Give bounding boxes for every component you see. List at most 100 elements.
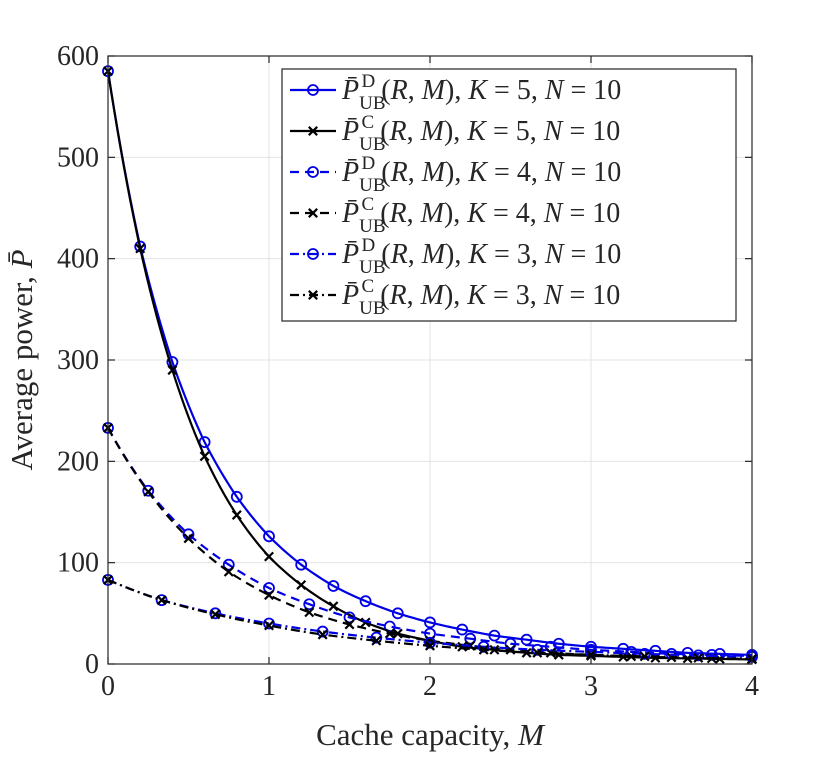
data-point-marker [424,616,436,629]
data-point-marker [552,637,565,650]
data-point-marker [343,611,356,624]
data-point-marker [344,619,355,630]
data-point-marker-stroke [505,644,516,655]
series-layer [102,65,758,665]
data-point-marker [477,640,490,653]
data-point-marker-stroke [264,551,274,562]
tick-layer: 0 1 2 3 4 0 100 200 300 400 500 600 [57,41,759,702]
data-point-marker-stroke [553,649,564,660]
data-point-marker [692,649,705,662]
data-point-marker [183,533,194,544]
data-point-marker [264,620,274,631]
data-point-marker [328,601,339,612]
data-point-marker [263,617,275,630]
data-point-marker-stroke [143,486,154,497]
data-point-marker [327,580,340,592]
legend: P̄UBD (R, M), K = 5, N = 10P̄UBC (R, M), K… [281,68,737,322]
data-point-marker-stroke [296,579,307,590]
data-point-marker [155,594,168,607]
data-point-marker-stroke [360,617,371,628]
data-point-marker [384,628,395,639]
data-point-marker [531,643,544,656]
data-point-marker-stroke [210,609,221,620]
y-tick-label: 400 [57,244,99,275]
data-point-marker [210,609,221,620]
y-tick-label: 0 [85,649,99,680]
data-point-marker [263,530,275,543]
legend-entry: P̄UBC (R, M), K = 5, N = 10 [290,112,620,155]
legend-label: P̄UBC (R, M), K = 4, N = 10 [341,194,620,237]
x-tick-label: 1 [262,671,276,702]
data-point-marker-stroke [223,566,234,577]
legend-entry: P̄UBD (R, M), K = 5, N = 10 [290,71,621,114]
series-line [107,427,753,657]
legend-label: P̄UBC (R, M), K = 3, N = 10 [341,276,620,319]
data-point-marker [223,566,234,577]
y-tick-label: 600 [57,41,99,72]
legend-entry: P̄UBD (R, M), K = 3, N = 10 [290,235,621,278]
data-point-marker [456,623,469,636]
data-point-marker [143,486,154,497]
data-point-marker [488,629,501,642]
y-tick-label: 200 [57,446,99,477]
data-point-marker-stroke [344,619,355,630]
data-point-marker-stroke [167,365,178,376]
legend-marker [308,208,318,218]
legend-marker [308,290,318,300]
data-point-marker-stroke [156,595,167,606]
data-point-marker [425,640,435,651]
data-point-marker [693,652,704,663]
data-point-marker [135,243,146,254]
axis-label-layer: Cache capacity, M Average power, P̄ [4,249,546,752]
data-point-marker [222,558,235,571]
data-point-marker-stroke [639,651,650,662]
legend-marker-stroke [308,208,318,218]
data-point-marker [586,649,596,660]
data-point-marker-stroke [264,590,274,601]
data-point-marker [296,579,307,590]
legend-label: P̄UBC (R, M), K = 5, N = 10 [341,112,620,155]
data-point-marker-stroke [135,243,146,254]
data-point-marker [391,607,404,620]
data-point-marker [392,628,403,639]
data-point-marker-stroke [532,647,543,658]
legend-marker [308,126,318,136]
legend-box [281,68,737,322]
y-tick-label: 100 [57,548,99,579]
data-point-marker-stroke [478,644,489,655]
data-point-marker [231,510,242,521]
legend-entry: P̄UBC (R, M), K = 4, N = 10 [290,194,620,237]
data-point-marker-stroke [586,649,596,660]
y-axis-label: Average power, P̄ [4,249,39,470]
data-point-marker-stroke [371,635,382,646]
data-point-marker [316,625,329,638]
data-point-marker [263,582,275,594]
x-tick-label: 0 [101,671,115,702]
data-point-marker [304,607,315,618]
data-point-marker [303,598,316,611]
data-point-marker-stroke [693,652,704,663]
legend-marker [307,84,319,96]
data-point-marker [230,490,243,503]
data-point-marker [478,644,489,655]
legend-marker [307,248,319,260]
data-point-marker [156,595,167,606]
data-point-marker-stroke [425,640,435,651]
data-point-marker [532,647,543,658]
legend-entry: P̄UBC (R, M), K = 3, N = 10 [290,276,620,319]
y-tick-label: 300 [57,345,99,376]
data-point-marker-stroke [304,607,315,618]
data-point-marker-stroke [384,628,395,639]
data-point-marker [424,636,436,649]
data-point-marker [209,607,222,620]
data-point-marker-stroke [457,641,468,652]
legend-marker-stroke [308,290,318,300]
data-point-marker [383,620,396,633]
data-point-marker-stroke [317,629,328,640]
x-tick-label: 2 [423,671,437,702]
data-point-marker [585,645,597,658]
data-point-marker-stroke [199,451,210,462]
legend-label: P̄UBD (R, M), K = 4, N = 10 [341,153,621,196]
